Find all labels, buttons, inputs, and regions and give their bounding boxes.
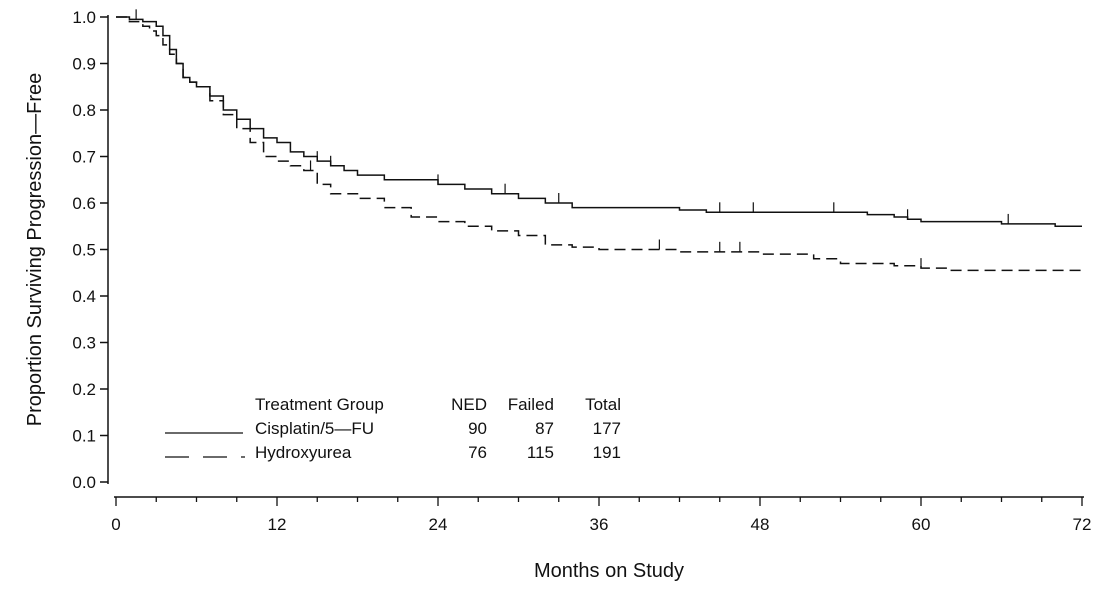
x-tick-label: 48 — [751, 515, 770, 534]
legend-failed-cisplatin: 87 — [535, 419, 554, 438]
legend-total-hydroxyurea: 191 — [593, 443, 621, 462]
legend-name-cisplatin: Cisplatin/5—FU — [255, 419, 374, 438]
y-tick-label: 0.6 — [72, 194, 96, 213]
axes: 0.0 0.1 0.2 0.3 0.4 0.5 0.6 0.7 0.8 0.9 1.0 0 12 24 36… — [72, 8, 1091, 534]
y-tick-label: 0.8 — [72, 101, 96, 120]
legend-header-ned: NED — [451, 395, 487, 414]
x-tick-label: 36 — [590, 515, 609, 534]
series-line-cisplatin — [116, 17, 1082, 226]
x-tick-label: 72 — [1073, 515, 1092, 534]
legend-ned-hydroxyurea: 76 — [468, 443, 487, 462]
legend-header-total: Total — [585, 395, 621, 414]
y-tick-label: 0.3 — [72, 334, 96, 353]
y-tick-label: 1.0 — [72, 8, 96, 27]
legend-name-hydroxyurea: Hydroxyurea — [255, 443, 352, 462]
series-line-hydroxyurea — [116, 17, 1082, 270]
legend: Treatment Group NED Failed Total Cisplat… — [165, 395, 621, 462]
y-tick-label: 0.5 — [72, 241, 96, 260]
y-tick-label: 0.4 — [72, 287, 96, 306]
y-tick-label: 0.1 — [72, 427, 96, 446]
y-tick-label: 0.7 — [72, 148, 96, 167]
x-tick-label: 0 — [111, 515, 120, 534]
x-axis-title: Months on Study — [534, 560, 684, 582]
x-tick-label: 12 — [268, 515, 287, 534]
y-tick-label: 0.9 — [72, 55, 96, 74]
y-tick-label: 0.2 — [72, 380, 96, 399]
legend-header-failed: Failed — [508, 395, 554, 414]
legend-failed-hydroxyurea: 115 — [527, 443, 554, 462]
series-layer — [116, 9, 1082, 270]
legend-ned-cisplatin: 90 — [468, 419, 487, 438]
legend-header-group: Treatment Group — [255, 395, 384, 414]
legend-total-cisplatin: 177 — [593, 419, 621, 438]
y-axis-title: Proportion Surviving Progression—Free — [24, 73, 46, 427]
x-tick-label: 24 — [429, 515, 448, 534]
y-tick-label: 0.0 — [72, 473, 96, 492]
x-tick-label: 60 — [912, 515, 931, 534]
